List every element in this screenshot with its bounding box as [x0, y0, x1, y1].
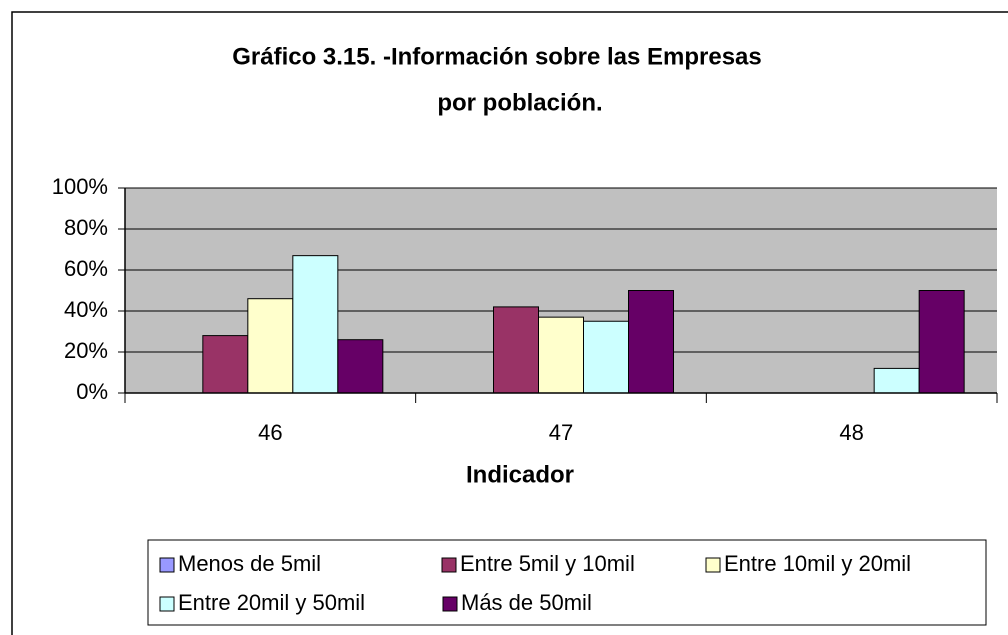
y-tick-label: 40%: [64, 297, 108, 322]
legend-swatch: [159, 596, 175, 612]
x-tick-label: 48: [839, 420, 863, 445]
legend-label: Más de 50mil: [461, 590, 592, 615]
bar: [918, 290, 965, 394]
y-tick-label: 80%: [64, 215, 108, 240]
y-tick-label: 100%: [52, 174, 108, 199]
bar: [337, 339, 384, 394]
legend-swatch: [159, 557, 175, 573]
y-tick-label: 20%: [64, 338, 108, 363]
bar: [628, 290, 674, 394]
y-tick-label: 0%: [76, 379, 108, 404]
legend-swatch: [442, 596, 458, 612]
legend-label: Entre 5mil y 10mil: [460, 551, 635, 576]
legend-label: Entre 20mil y 50mil: [178, 590, 365, 615]
x-axis-label: Indicador: [466, 461, 574, 488]
bar: [538, 316, 584, 394]
legend-label: Menos de 5mil: [178, 551, 321, 576]
legend-swatch: [441, 557, 457, 573]
bar: [583, 320, 629, 394]
x-tick-label: 47: [549, 420, 573, 445]
bar: [292, 255, 339, 394]
x-tick-label: 46: [258, 420, 282, 445]
bar: [202, 335, 249, 394]
bar: [873, 367, 920, 394]
bar: [247, 298, 294, 394]
chart-title: por población.: [437, 89, 602, 116]
legend: [147, 539, 987, 626]
y-tick-label: 60%: [64, 256, 108, 281]
chart-title: Gráfico 3.15. -Información sobre las Emp…: [232, 43, 762, 70]
legend-label: Entre 10mil y 20mil: [724, 551, 911, 576]
legend-swatch: [705, 557, 721, 573]
bar: [493, 306, 539, 394]
